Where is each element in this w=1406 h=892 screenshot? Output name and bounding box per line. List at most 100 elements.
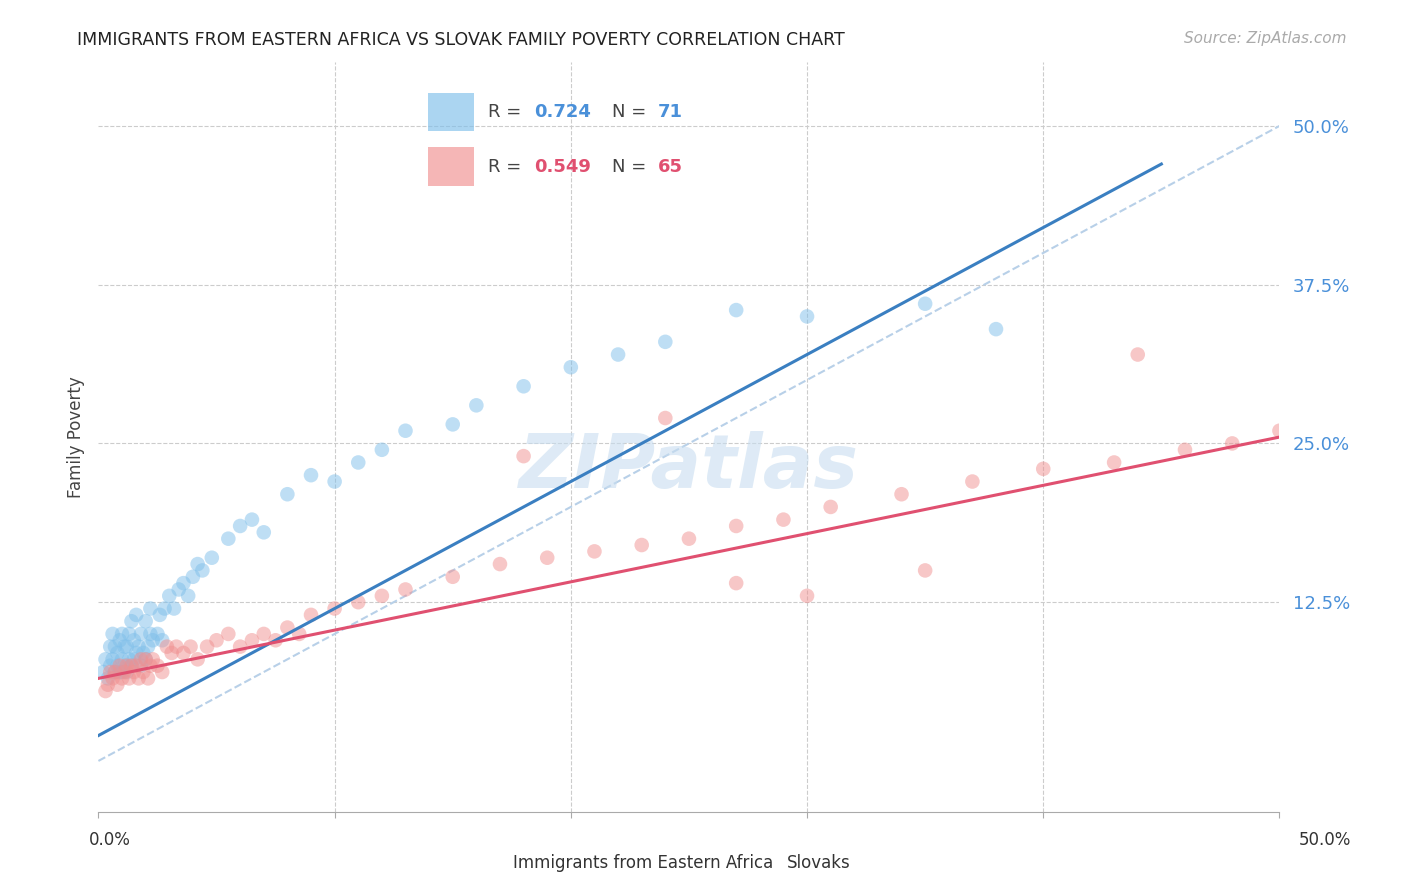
Text: Slovaks: Slovaks <box>787 854 851 871</box>
Point <box>97 672 120 686</box>
Point <box>121 614 143 628</box>
Point <box>167 582 190 597</box>
Point <box>105 658 128 673</box>
Point <box>323 601 346 615</box>
Point <box>240 513 263 527</box>
Point <box>347 595 370 609</box>
Point <box>1268 424 1291 438</box>
Point <box>156 640 179 654</box>
Point <box>512 449 534 463</box>
Point <box>796 589 818 603</box>
Point <box>181 570 204 584</box>
Point <box>441 570 464 584</box>
Point <box>1102 455 1125 469</box>
Point <box>112 640 135 654</box>
Point <box>125 607 148 622</box>
Point <box>97 678 120 692</box>
Point <box>112 665 135 679</box>
Point <box>796 310 818 324</box>
Point <box>136 640 159 654</box>
Point <box>371 442 394 457</box>
Point <box>180 640 202 654</box>
Point <box>172 646 194 660</box>
Point <box>1032 462 1054 476</box>
Point <box>108 633 131 648</box>
Point <box>139 627 162 641</box>
Point <box>128 672 150 686</box>
Point <box>229 519 252 533</box>
Point <box>172 576 194 591</box>
Point <box>371 589 394 603</box>
Point <box>187 652 209 666</box>
Point <box>253 525 276 540</box>
Point <box>153 601 176 615</box>
Point <box>630 538 652 552</box>
Point <box>253 627 276 641</box>
Point <box>122 652 145 666</box>
Text: IMMIGRANTS FROM EASTERN AFRICA VS SLOVAK FAMILY POVERTY CORRELATION CHART: IMMIGRANTS FROM EASTERN AFRICA VS SLOVAK… <box>77 31 845 49</box>
Point <box>163 601 186 615</box>
Point <box>142 652 165 666</box>
Point <box>607 347 630 361</box>
Point <box>111 627 134 641</box>
Point <box>98 658 121 673</box>
Point <box>150 633 173 648</box>
Point <box>112 658 135 673</box>
Point <box>560 360 582 375</box>
Point <box>132 665 155 679</box>
Point <box>962 475 984 489</box>
Point <box>118 627 141 641</box>
Point <box>205 633 228 648</box>
Point <box>441 417 464 432</box>
Text: 0.0%: 0.0% <box>89 831 131 849</box>
Point <box>125 658 148 673</box>
Point <box>1220 436 1243 450</box>
Point <box>135 652 157 666</box>
Point <box>115 658 138 673</box>
Point <box>129 627 152 641</box>
Point <box>725 303 748 318</box>
Y-axis label: Family Poverty: Family Poverty <box>66 376 84 498</box>
Point <box>118 672 141 686</box>
Point <box>489 557 512 571</box>
Point <box>94 652 117 666</box>
Point <box>111 672 134 686</box>
Point <box>104 665 127 679</box>
Point <box>264 633 287 648</box>
Point <box>890 487 912 501</box>
Point <box>108 658 131 673</box>
Point <box>135 614 157 628</box>
Point <box>101 627 124 641</box>
Point <box>276 487 298 501</box>
Point <box>115 665 138 679</box>
Point <box>105 678 128 692</box>
Point <box>94 684 117 698</box>
Point <box>288 627 311 641</box>
Point <box>104 640 127 654</box>
Point <box>725 519 748 533</box>
Point <box>91 665 114 679</box>
Point <box>217 627 239 641</box>
Point <box>104 665 127 679</box>
Point <box>129 658 152 673</box>
Point <box>160 646 183 660</box>
Point <box>105 646 128 660</box>
Point <box>128 640 150 654</box>
Point <box>98 640 121 654</box>
Point <box>583 544 606 558</box>
Point <box>654 334 676 349</box>
Point <box>240 633 263 648</box>
Text: Immigrants from Eastern Africa: Immigrants from Eastern Africa <box>513 854 773 871</box>
Point <box>136 672 159 686</box>
Point <box>914 297 936 311</box>
Point <box>299 607 322 622</box>
Point <box>121 658 143 673</box>
Point <box>101 672 124 686</box>
Point <box>654 411 676 425</box>
Point <box>347 455 370 469</box>
Point <box>177 589 200 603</box>
Point <box>465 398 488 412</box>
Text: ZIPatlas: ZIPatlas <box>519 431 859 504</box>
Point <box>536 550 558 565</box>
Point <box>217 532 239 546</box>
